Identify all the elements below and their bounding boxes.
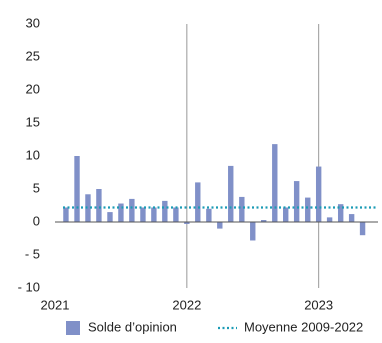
- y-tick-label: 30: [26, 15, 40, 30]
- bar: [173, 207, 179, 222]
- y-tick-label: 0: [33, 213, 40, 228]
- bar: [118, 203, 124, 222]
- bar: [359, 222, 366, 236]
- bar: [85, 194, 91, 222]
- bar: [195, 182, 201, 222]
- y-tick-label: 15: [26, 114, 40, 129]
- bar: [337, 204, 344, 222]
- bar: [283, 207, 289, 222]
- bar: [162, 200, 168, 222]
- x-tick-label: 2021: [41, 297, 70, 312]
- bar: [250, 222, 256, 241]
- bar: [239, 196, 245, 222]
- bar: [272, 144, 278, 222]
- y-tick-label: 20: [26, 81, 40, 96]
- bar: [129, 198, 135, 222]
- bar: [217, 222, 223, 229]
- y-tick-label: - 10: [18, 279, 40, 294]
- y-tick-label: 10: [26, 147, 40, 162]
- bar: [96, 189, 102, 222]
- bar: [63, 207, 69, 222]
- bar: [326, 217, 333, 222]
- bar: [107, 212, 113, 222]
- bar: [74, 156, 80, 222]
- bar: [305, 197, 311, 222]
- legend-label: Solde d’opinion: [88, 319, 177, 334]
- x-tick-label: 2023: [304, 297, 333, 312]
- legend-label: Moyenne 2009-2022: [244, 319, 363, 334]
- bar: [228, 165, 234, 222]
- y-tick-label: 5: [33, 180, 40, 195]
- bar: [206, 208, 212, 222]
- bar: [140, 207, 146, 222]
- bar: [293, 181, 300, 222]
- x-tick-label: 2022: [172, 297, 201, 312]
- legend-swatch: [66, 321, 80, 335]
- bar: [260, 220, 267, 222]
- bar: [315, 166, 322, 222]
- bar: [184, 222, 190, 224]
- bar: [348, 214, 355, 222]
- y-tick-label: 25: [26, 48, 40, 63]
- y-tick-label: - 5: [25, 246, 40, 261]
- bar: [151, 207, 157, 222]
